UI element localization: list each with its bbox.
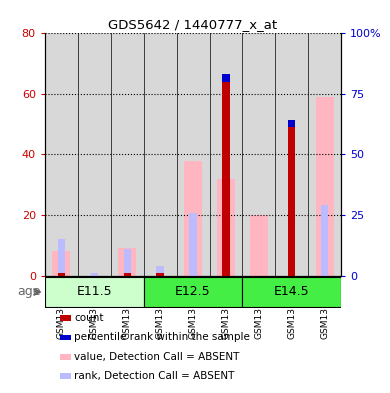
Bar (243, 33, 275, 275)
Bar (275, 33, 308, 275)
Bar (250, 215, 268, 275)
Bar (177, 33, 209, 275)
Bar (144, 277, 243, 307)
Bar (316, 97, 334, 275)
Bar (156, 266, 164, 275)
Bar (321, 205, 328, 275)
Text: percentile rank within the sample: percentile rank within the sample (74, 332, 250, 342)
Text: value, Detection Call = ABSENT: value, Detection Call = ABSENT (74, 352, 239, 362)
Bar (190, 213, 197, 275)
Bar (243, 277, 341, 307)
Bar (78, 33, 111, 275)
Bar (184, 160, 202, 275)
Bar (124, 272, 131, 275)
Bar (156, 272, 164, 275)
Text: age: age (17, 285, 40, 298)
Bar (45, 33, 78, 275)
Bar (288, 127, 296, 275)
Bar (60, 354, 71, 360)
Bar (288, 120, 296, 127)
Bar (60, 315, 71, 321)
Bar (60, 373, 71, 379)
Bar (45, 277, 144, 307)
Bar (124, 249, 131, 275)
Text: count: count (74, 313, 104, 323)
Text: E11.5: E11.5 (76, 285, 112, 298)
Bar (118, 248, 136, 275)
Bar (52, 252, 70, 275)
Bar (209, 33, 243, 275)
Bar (60, 334, 71, 340)
Bar (111, 33, 144, 275)
Bar (90, 273, 98, 275)
Bar (222, 82, 230, 275)
Text: E12.5: E12.5 (175, 285, 211, 298)
Bar (217, 179, 235, 275)
Text: E14.5: E14.5 (274, 285, 310, 298)
Bar (222, 74, 230, 82)
Bar (58, 239, 65, 275)
Text: GDS5642 / 1440777_x_at: GDS5642 / 1440777_x_at (108, 18, 278, 31)
Bar (58, 272, 65, 275)
Bar (144, 33, 177, 275)
Text: rank, Detection Call = ABSENT: rank, Detection Call = ABSENT (74, 371, 234, 381)
Bar (308, 33, 341, 275)
